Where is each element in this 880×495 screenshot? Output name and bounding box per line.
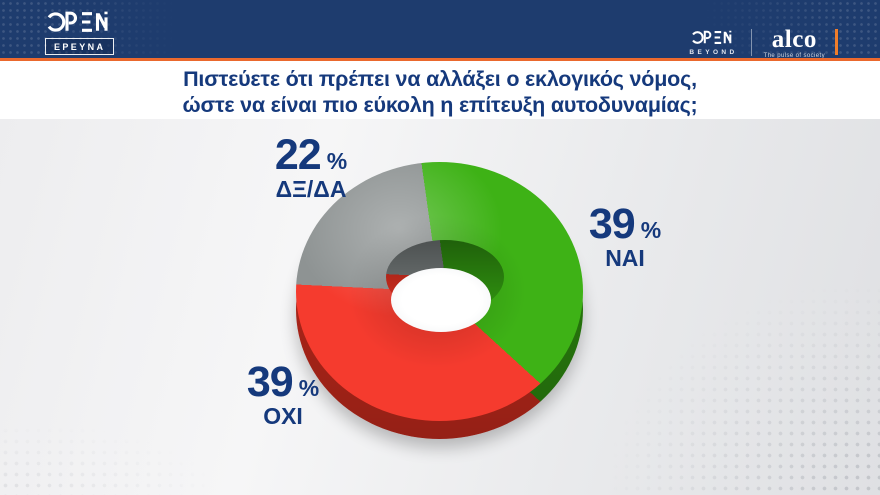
- research-badge: ΕΡΕΥΝΑ: [45, 38, 115, 55]
- question-line-1: Πιστεύετε ότι πρέπει να αλλάξει ο εκλογι…: [183, 67, 697, 91]
- halftone-pattern-bottom-left: [0, 425, 210, 495]
- dxda-value: 22: [274, 131, 322, 179]
- label-oxi: 39 % ΟΧΙ: [228, 361, 338, 428]
- beyond-label: BEYOND: [689, 49, 738, 56]
- nai-percent-sign: %: [640, 217, 662, 243]
- pie-hole: [391, 268, 491, 332]
- alco-logo: alco The pulse of society: [763, 26, 825, 59]
- nai-name: ΝΑΙ: [605, 245, 645, 271]
- open-beyond-glyphs: [691, 29, 732, 45]
- open-logo-glyphs: [47, 10, 108, 33]
- dxda-name: ΔΞ/ΔΑ: [275, 176, 347, 202]
- open-logo: OPEN ΕΡΕΥΝΑ: [45, 9, 115, 55]
- logo-divider: [750, 29, 752, 56]
- chart-area: 22 % ΔΞ/ΔΑ 39 % ΝΑΙ 39 % ΟΧΙ: [0, 119, 880, 495]
- dxda-percent-sign: %: [326, 148, 348, 174]
- label-nai: 39 % ΝΑΙ: [570, 203, 680, 270]
- label-dxda: 22 % ΔΞ/ΔΑ: [256, 134, 366, 201]
- nai-value: 39: [588, 200, 636, 248]
- header-dot-pattern-right: [690, 0, 880, 58]
- question-strip: Πιστεύετε ότι πρέπει να αλλάξει ο εκλογι…: [0, 61, 880, 119]
- alco-logo-text: alco: [771, 26, 817, 53]
- poll-question: Πιστεύετε ότι πρέπει να αλλάξει ο εκλογι…: [0, 61, 880, 118]
- open-beyond-logo: OPEN BEYOND: [686, 29, 738, 56]
- oxi-percent-sign: %: [298, 375, 320, 401]
- oxi-name: ΟΧΙ: [263, 403, 303, 429]
- alco-accent-bar: [835, 29, 838, 55]
- accent-line: [0, 58, 880, 61]
- question-line-2: ώστε να είναι πιο εύκολη η επίτευξη αυτο…: [182, 93, 698, 117]
- header-bar: OPEN ΕΡΕΥΝΑ OPEN: [0, 0, 880, 59]
- alco-tagline: The pulse of society: [763, 53, 825, 59]
- halftone-pattern-bottom-right: [610, 285, 880, 495]
- header-right-logos: OPEN BEYOND alco The pulse of society: [686, 26, 838, 59]
- header-dot-pattern-left: [0, 0, 190, 58]
- donut-chart: [296, 162, 584, 462]
- oxi-value: 39: [246, 358, 294, 406]
